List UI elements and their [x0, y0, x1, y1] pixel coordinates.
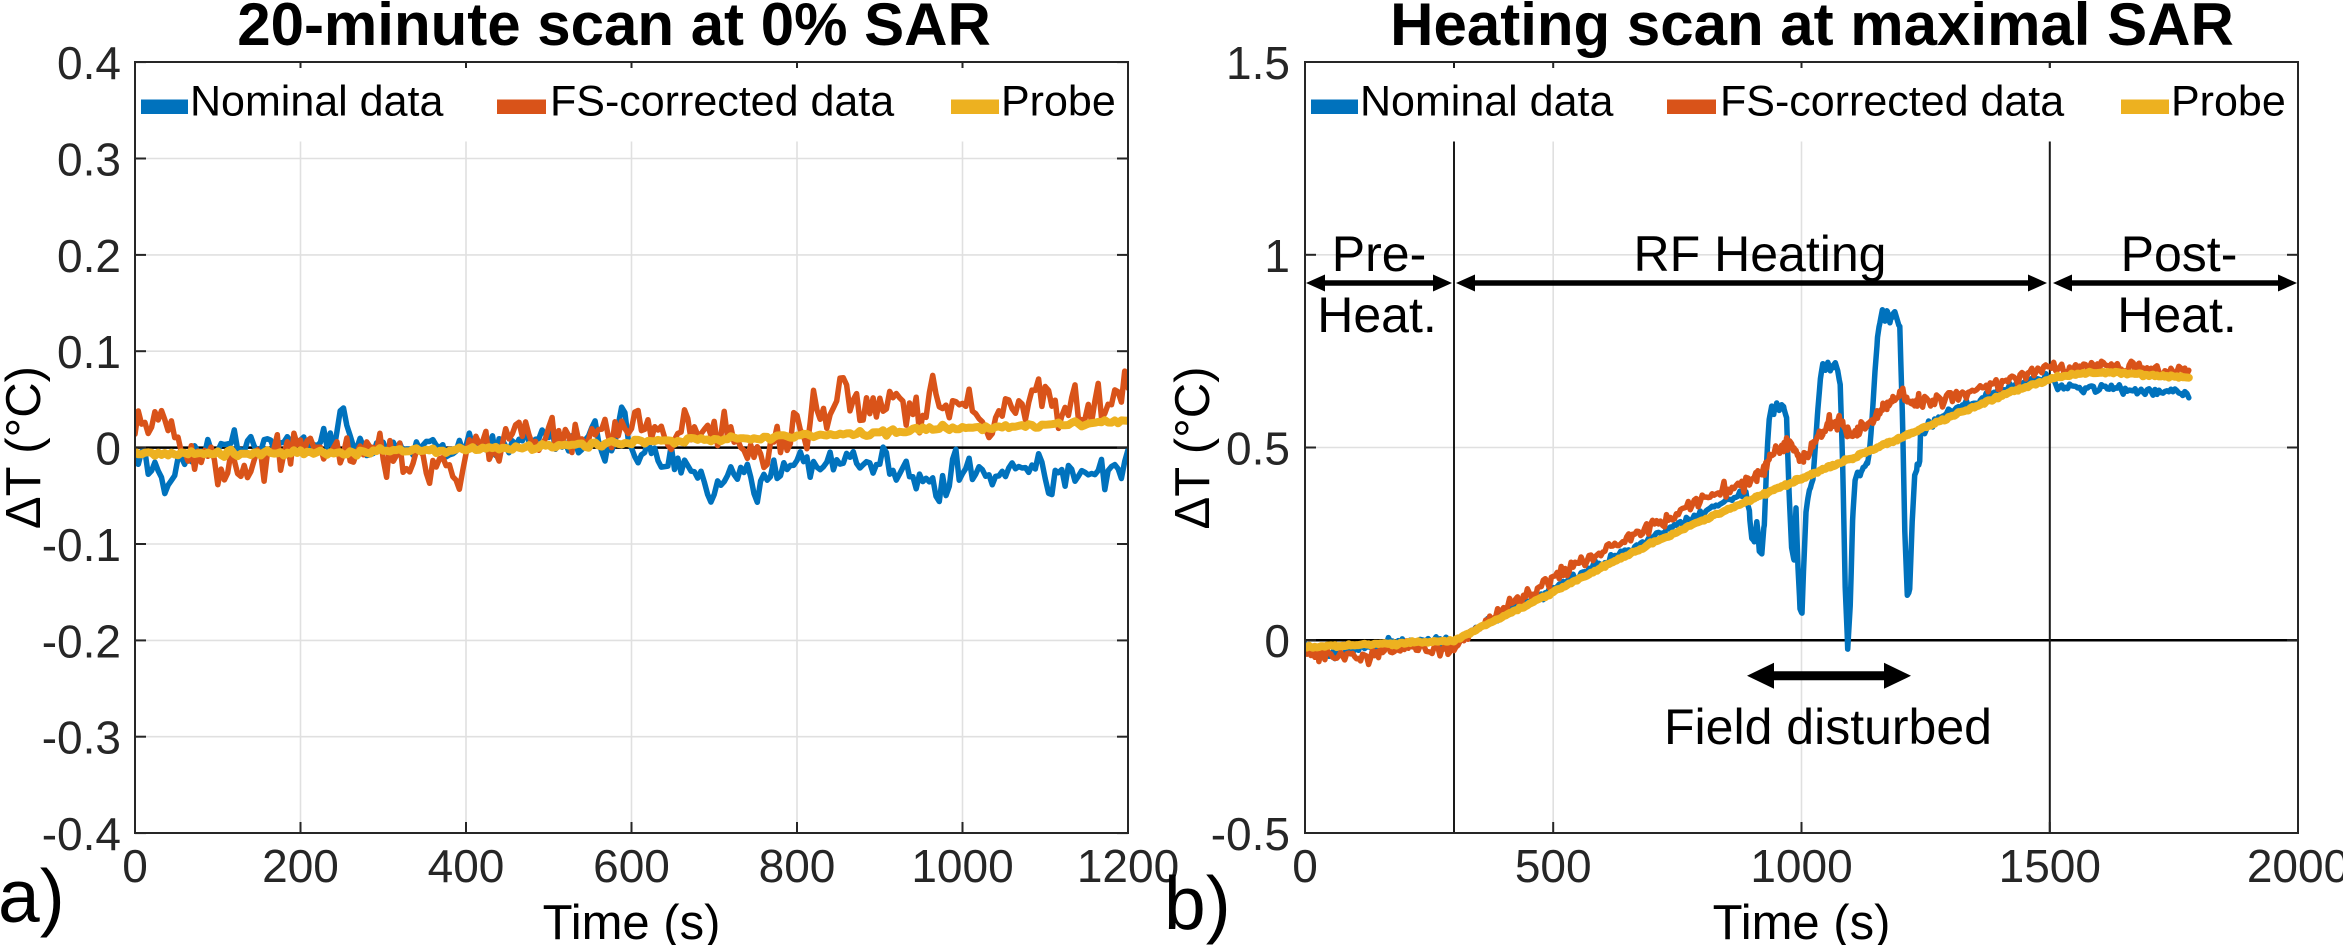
svg-text:a): a) — [0, 854, 65, 938]
svg-text:FS-corrected data: FS-corrected data — [550, 78, 894, 126]
svg-text:0.2: 0.2 — [57, 230, 121, 282]
svg-text:-0.2: -0.2 — [42, 615, 121, 667]
svg-text:Heat.: Heat. — [1317, 287, 1437, 343]
svg-text:Nominal data: Nominal data — [1360, 78, 1613, 126]
svg-text:0: 0 — [1264, 615, 1290, 667]
svg-text:Heat.: Heat. — [2117, 287, 2237, 343]
svg-text:1500: 1500 — [1999, 840, 2101, 892]
svg-text:RF Heating: RF Heating — [1634, 226, 1887, 282]
svg-text:20-minute scan at 0% SAR: 20-minute scan at 0% SAR — [237, 0, 991, 58]
svg-text:0: 0 — [122, 840, 148, 892]
svg-text:0: 0 — [1292, 840, 1318, 892]
svg-text:1000: 1000 — [1750, 840, 1852, 892]
svg-text:1000: 1000 — [911, 840, 1013, 892]
svg-text:0.3: 0.3 — [57, 134, 121, 186]
svg-text:-0.4: -0.4 — [42, 808, 121, 860]
svg-text:1: 1 — [1264, 230, 1290, 282]
svg-text:FS-corrected data: FS-corrected data — [1720, 78, 2064, 126]
svg-text:Time (s): Time (s) — [1713, 896, 1891, 945]
svg-text:800: 800 — [759, 840, 836, 892]
svg-text:Heating scan at maximal SAR: Heating scan at maximal SAR — [1390, 0, 2234, 58]
svg-text:0.5: 0.5 — [1226, 423, 1290, 475]
svg-text:b): b) — [1164, 861, 1231, 945]
svg-text:Nominal data: Nominal data — [190, 78, 443, 126]
svg-text:ΔT (°C): ΔT (°C) — [0, 366, 51, 529]
svg-text:Probe: Probe — [2171, 78, 2286, 126]
svg-text:Post-: Post- — [2121, 226, 2238, 282]
svg-text:600: 600 — [593, 840, 670, 892]
svg-text:1200: 1200 — [1077, 840, 1179, 892]
svg-text:Field disturbed: Field disturbed — [1664, 699, 1992, 755]
svg-text:0.1: 0.1 — [57, 326, 121, 378]
svg-text:-0.3: -0.3 — [42, 712, 121, 764]
svg-text:400: 400 — [428, 840, 505, 892]
svg-text:0: 0 — [95, 423, 121, 475]
svg-text:Probe: Probe — [1001, 78, 1116, 126]
svg-text:Time (s): Time (s) — [543, 896, 721, 945]
svg-text:-0.5: -0.5 — [1211, 808, 1290, 860]
svg-text:-0.1: -0.1 — [42, 519, 121, 571]
svg-text:ΔT (°C): ΔT (°C) — [1166, 366, 1220, 529]
svg-text:Pre-: Pre- — [1332, 226, 1426, 282]
svg-text:500: 500 — [1515, 840, 1592, 892]
svg-text:2000: 2000 — [2247, 840, 2343, 892]
svg-text:1.5: 1.5 — [1226, 37, 1290, 89]
svg-text:200: 200 — [262, 840, 339, 892]
svg-text:0.4: 0.4 — [57, 37, 121, 89]
